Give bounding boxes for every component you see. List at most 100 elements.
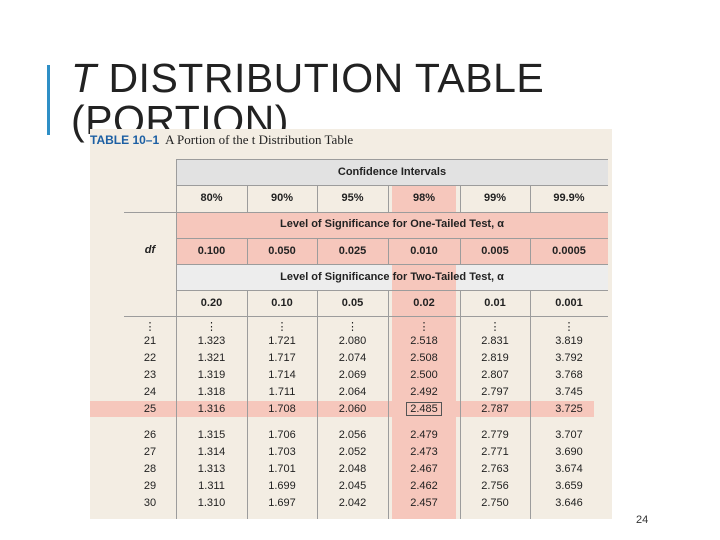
t-value: 3.646 bbox=[555, 497, 583, 509]
t-value: 2.467 bbox=[410, 463, 438, 475]
t-value: 2.807 bbox=[481, 369, 509, 381]
df-label: df bbox=[144, 244, 156, 256]
table-rule bbox=[247, 290, 248, 519]
df-value: 25 bbox=[143, 403, 157, 415]
t-value: 3.659 bbox=[555, 480, 583, 492]
t-value: 1.703 bbox=[268, 446, 296, 458]
t-value: 2.787 bbox=[481, 403, 509, 415]
one-tailed-header: Level of Significance for One-Tailed Tes… bbox=[280, 218, 504, 230]
t-value: 3.707 bbox=[555, 429, 583, 441]
df-value: 24 bbox=[143, 386, 157, 398]
t-value: 3.768 bbox=[555, 369, 583, 381]
df-value: 27 bbox=[143, 446, 157, 458]
one-tailed-alpha-2: 0.025 bbox=[338, 245, 367, 257]
df-value: 23 bbox=[143, 369, 157, 381]
header-band-confidence bbox=[176, 159, 608, 185]
t-value: 1.701 bbox=[268, 463, 296, 475]
t-value: 2.756 bbox=[481, 480, 509, 492]
t-value: 2.500 bbox=[410, 369, 438, 381]
table-caption-text: A Portion of the t Distribution Table bbox=[165, 132, 354, 147]
t-table-image: TABLE 10–1 A Portion of the t Distributio… bbox=[90, 129, 612, 519]
t-value: 1.711 bbox=[268, 386, 296, 398]
t-value: 3.819 bbox=[555, 335, 583, 347]
t-value: 1.714 bbox=[268, 369, 296, 381]
table-rule bbox=[247, 238, 248, 264]
two-tailed-alpha-0: 0.20 bbox=[200, 297, 223, 309]
table-rule bbox=[317, 290, 318, 519]
t-value: 1.708 bbox=[268, 403, 296, 415]
t-value: 2.056 bbox=[338, 429, 367, 441]
table-rule bbox=[176, 264, 608, 265]
df-value: 22 bbox=[143, 352, 157, 364]
title-rest: DISTRIBUTION TABLE bbox=[96, 55, 545, 101]
title-italic-t: T bbox=[71, 55, 97, 101]
t-value: 1.706 bbox=[268, 429, 296, 441]
t-value: 1.318 bbox=[197, 386, 226, 398]
critical-value-box: 2.485 bbox=[406, 402, 442, 416]
t-value: 3.690 bbox=[555, 446, 583, 458]
t-value: 3.792 bbox=[555, 352, 583, 364]
table-rule bbox=[530, 238, 531, 264]
table-rule bbox=[124, 212, 608, 213]
title-accent-bar bbox=[47, 65, 50, 135]
t-value: 2.797 bbox=[481, 386, 509, 398]
t-value: 2.508 bbox=[410, 352, 438, 364]
ellipsis-mark: ⋮ bbox=[206, 321, 217, 333]
t-value: 2.763 bbox=[481, 463, 509, 475]
t-value: 1.697 bbox=[268, 497, 296, 509]
table-rule bbox=[176, 290, 608, 291]
t-value: 1.310 bbox=[197, 497, 226, 509]
t-value: 2.069 bbox=[338, 369, 367, 381]
t-value: 3.674 bbox=[555, 463, 583, 475]
t-value: 1.314 bbox=[197, 446, 226, 458]
t-value: 2.518 bbox=[410, 335, 438, 347]
t-value: 2.771 bbox=[481, 446, 509, 458]
t-value: 2.064 bbox=[338, 386, 367, 398]
t-value: 2.052 bbox=[338, 446, 367, 458]
confidence-level-1: 90% bbox=[270, 192, 294, 204]
table-rule bbox=[247, 185, 248, 212]
confidence-level-3: 98% bbox=[412, 192, 436, 204]
t-value: 2.074 bbox=[338, 352, 367, 364]
title-line-1: T DISTRIBUTION TABLE bbox=[71, 57, 691, 99]
one-tailed-alpha-3: 0.010 bbox=[410, 245, 438, 257]
t-value: 1.699 bbox=[268, 480, 296, 492]
t-value: 2.473 bbox=[410, 446, 438, 458]
t-value: 2.750 bbox=[481, 497, 509, 509]
table-rule bbox=[388, 238, 389, 264]
table-rule bbox=[388, 290, 389, 519]
table-rule bbox=[460, 290, 461, 519]
confidence-level-0: 80% bbox=[200, 192, 223, 204]
t-value: 1.323 bbox=[197, 335, 226, 347]
one-tailed-alpha-0: 0.100 bbox=[197, 245, 226, 257]
t-value: 3.725 bbox=[555, 403, 583, 415]
t-value: 2.819 bbox=[481, 352, 509, 364]
table-rule bbox=[176, 238, 608, 239]
two-tailed-alpha-1: 0.10 bbox=[271, 297, 293, 309]
table-rule bbox=[176, 159, 608, 160]
table-rule bbox=[317, 238, 318, 264]
ellipsis-mark: ⋮ bbox=[418, 321, 430, 333]
one-tailed-alpha-4: 0.005 bbox=[481, 245, 509, 257]
table-caption-number: TABLE 10–1 bbox=[90, 133, 160, 147]
table-rule bbox=[530, 185, 531, 212]
df-value: 30 bbox=[143, 497, 157, 509]
one-tailed-alpha-1: 0.050 bbox=[268, 245, 296, 257]
t-value: 2.060 bbox=[338, 403, 367, 415]
df-value: 28 bbox=[143, 463, 157, 475]
df-value: 26 bbox=[143, 429, 157, 441]
two-tailed-alpha-3: 0.02 bbox=[413, 297, 435, 309]
t-value: 1.316 bbox=[197, 403, 226, 415]
highlight-column-band bbox=[392, 185, 456, 519]
confidence-intervals-header: Confidence Intervals bbox=[337, 166, 447, 178]
t-value: 1.315 bbox=[197, 429, 226, 441]
df-value: 21 bbox=[143, 335, 157, 347]
ellipsis-mark: ⋮ bbox=[347, 321, 358, 333]
t-value: 2.045 bbox=[338, 480, 367, 492]
table-rule bbox=[460, 185, 461, 212]
t-value: 2.457 bbox=[410, 497, 438, 509]
ellipsis-mark: ⋮ bbox=[563, 321, 575, 333]
t-value: 3.745 bbox=[555, 386, 583, 398]
t-value: 2.042 bbox=[338, 497, 367, 509]
table-rule bbox=[176, 159, 177, 519]
